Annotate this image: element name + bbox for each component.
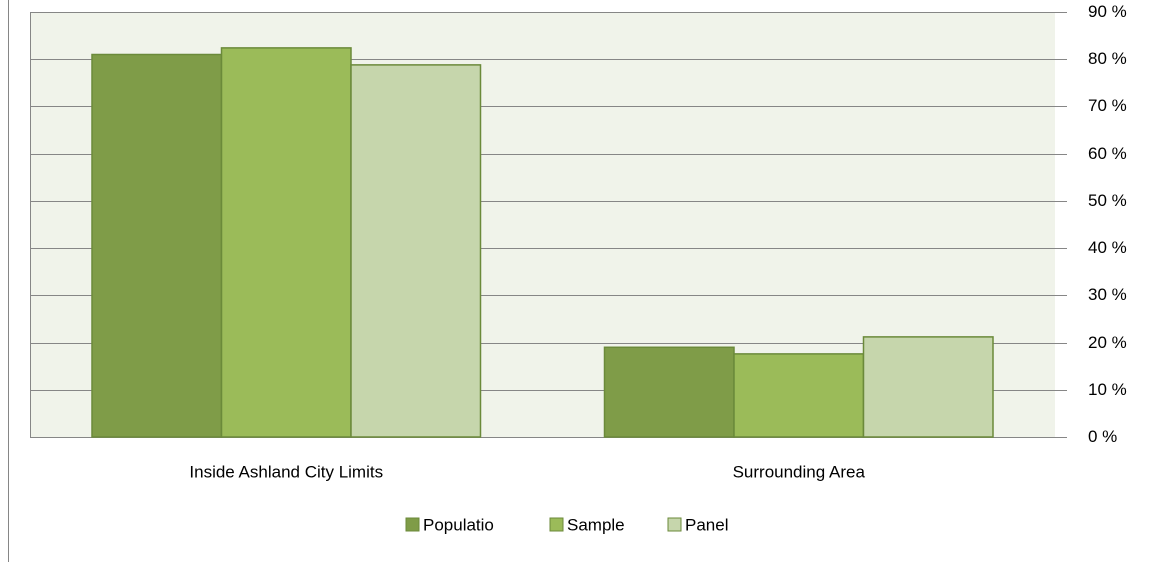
y-tick-label: 40 % — [1088, 238, 1127, 257]
bar — [603, 346, 735, 438]
y-tick-label: 20 % — [1088, 333, 1127, 352]
y-tick-label: 70 % — [1088, 96, 1127, 115]
bar — [862, 336, 994, 438]
y-tick-label: 90 % — [1088, 2, 1127, 21]
x-tick-label: Inside Ashland City Limits — [189, 462, 383, 481]
bar — [220, 47, 352, 438]
legend-swatch — [667, 517, 682, 532]
bar — [733, 353, 865, 438]
y-tick-label: 0 % — [1088, 427, 1117, 446]
legend-label: Populatio — [423, 515, 494, 534]
bar — [91, 53, 223, 438]
x-tick-label: Surrounding Area — [733, 462, 866, 481]
y-tick-label: 30 % — [1088, 285, 1127, 304]
legend-swatch — [405, 517, 420, 532]
y-tick-label: 10 % — [1088, 380, 1127, 399]
legend-label: Sample — [567, 515, 625, 534]
legend-swatch — [549, 517, 564, 532]
y-tick-label: 60 % — [1088, 144, 1127, 163]
y-tick-label: 80 % — [1088, 49, 1127, 68]
y-tick-label: 50 % — [1088, 191, 1127, 210]
legend-label: Panel — [685, 515, 728, 534]
bar — [350, 64, 482, 438]
